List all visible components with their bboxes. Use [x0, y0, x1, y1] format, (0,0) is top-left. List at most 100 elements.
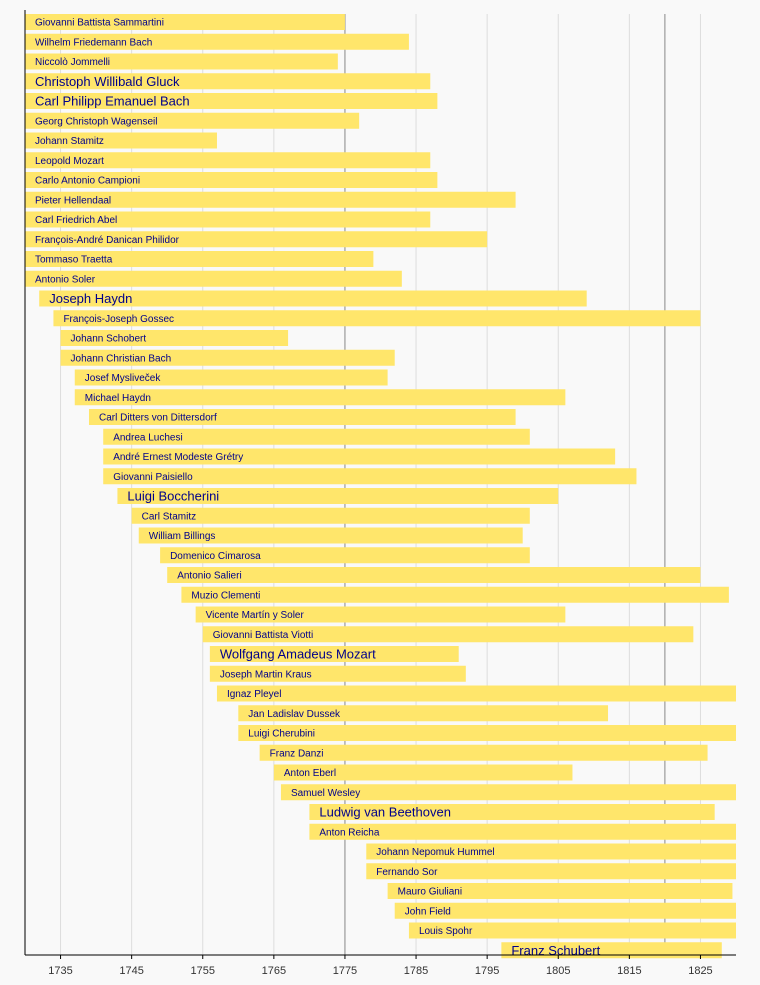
composer-label: Johann Christian Bach — [71, 353, 172, 364]
x-tick-label: 1745 — [119, 965, 143, 977]
composer-label: Johann Nepomuk Hummel — [376, 847, 494, 858]
lifespan-bar — [25, 93, 438, 109]
composer-row: John Field — [394, 902, 736, 919]
composer-row: Carlo Antonio Campioni — [25, 172, 438, 188]
x-tick-label: 1735 — [48, 965, 72, 977]
composer-row: Wilhelm Friedemann Bach — [25, 33, 409, 50]
composer-row: Christoph Willibald Gluck — [25, 73, 431, 90]
composer-label: François-Joseph Gossec — [63, 314, 174, 325]
lifespan-bar — [366, 843, 736, 860]
composer-label: Tommaso Traetta — [35, 255, 113, 266]
lifespan-bar — [25, 152, 431, 169]
composer-label: Carl Ditters von Dittersdorf — [99, 413, 217, 424]
x-tick-label: 1775 — [333, 965, 357, 977]
composer-row: Michael Haydn — [74, 389, 566, 406]
composer-label: André Ernest Modeste Grétry — [113, 452, 243, 463]
lifespan-bar — [408, 922, 736, 939]
lifespan-bar — [103, 428, 530, 445]
composer-row: François-André Danican Philidor — [25, 231, 488, 248]
composer-label: Wolfgang Amadeus Mozart — [220, 647, 376, 662]
composer-row: Niccolò Jommelli — [25, 53, 338, 70]
composer-label: Vicente Martín y Soler — [206, 610, 305, 621]
composer-label: Anton Eberl — [284, 768, 336, 779]
composer-row: Ignaz Pleyel — [216, 685, 737, 702]
composer-bars: Giovanni Battista Sammartini Wilhelm Frie… — [25, 14, 737, 959]
composer-row: Louis Spohr — [408, 922, 736, 939]
composer-label: Carl Friedrich Abel — [35, 215, 117, 226]
lifespan-bar — [60, 330, 289, 346]
composer-row: Luigi Cherubini — [238, 725, 737, 741]
composer-row: Samuel Wesley — [280, 784, 736, 801]
composer-label: Michael Haydn — [85, 393, 151, 404]
lifespan-bar — [117, 488, 559, 504]
composer-label: Jan Ladislav Dussek — [248, 709, 341, 720]
x-axis: 1735 1745 1755 1765 1775 1785 1795 1805 1815 1825 — [24, 10, 736, 977]
composer-label: Niccolò Jommelli — [35, 57, 110, 68]
composer-label: Domenico Cimarosa — [170, 551, 261, 562]
x-tick-label: 1785 — [404, 965, 428, 977]
lifespan-bar — [74, 389, 566, 406]
lifespan-bar — [238, 705, 609, 722]
composer-row: Joseph Martin Kraus — [209, 665, 466, 682]
lifespan-bar — [25, 231, 488, 248]
lifespan-bar — [259, 744, 708, 761]
lifespan-bar — [39, 290, 587, 307]
composer-row: Franz Schubert — [501, 942, 722, 959]
composer-row: Jan Ladislav Dussek — [238, 705, 609, 722]
composer-row: Johann Schobert — [60, 330, 289, 346]
composer-label: Wilhelm Friedemann Bach — [35, 37, 152, 48]
composer-row: Carl Philipp Emanuel Bach — [25, 93, 438, 109]
lifespan-bar — [309, 804, 715, 820]
lifespan-bar — [25, 270, 402, 287]
lifespan-bar — [160, 547, 530, 564]
lifespan-bar — [238, 725, 737, 741]
composer-label: Luigi Boccherini — [127, 489, 219, 504]
composer-label: Johann Stamitz — [35, 136, 104, 147]
lifespan-bar — [25, 53, 338, 70]
composer-row: Andrea Luchesi — [103, 428, 530, 445]
composer-label: Samuel Wesley — [291, 788, 360, 799]
composer-row: Leopold Mozart — [25, 152, 431, 169]
x-tick-label: 1755 — [191, 965, 215, 977]
lifespan-bar — [309, 823, 736, 840]
composer-label: Georg Christoph Wagenseil — [35, 116, 157, 127]
composer-label: Antonio Salieri — [177, 571, 241, 582]
composer-row: Luigi Boccherini — [117, 488, 559, 504]
composer-label: Muzio Clementi — [191, 590, 260, 601]
composer-label: Joseph Martin Kraus — [220, 669, 312, 680]
composer-row: Franz Danzi — [259, 744, 708, 761]
composer-row: Anton Eberl — [273, 764, 573, 781]
composer-row: Antonio Soler — [25, 270, 402, 287]
composer-label: Andrea Luchesi — [113, 432, 182, 443]
lifespan-bar — [25, 33, 409, 50]
composer-label: Christoph Willibald Gluck — [35, 74, 180, 89]
lifespan-bar — [103, 468, 637, 485]
lifespan-bar — [131, 507, 530, 524]
composer-label: Pieter Hellendaal — [35, 195, 111, 206]
composer-label: Carl Philipp Emanuel Bach — [35, 94, 190, 109]
x-tick-label: 1765 — [262, 965, 286, 977]
lifespan-bar — [25, 132, 217, 149]
lifespan-bar — [88, 409, 516, 425]
lifespan-bar — [195, 606, 566, 623]
lifespan-bar — [53, 310, 701, 327]
composer-row: Ludwig van Beethoven — [309, 804, 715, 820]
composer-row: Mauro Giuliani — [387, 883, 733, 899]
lifespan-bar — [25, 14, 345, 30]
lifespan-bar — [25, 191, 516, 208]
composer-row: Josef Mysliveček — [74, 369, 388, 386]
lifespan-bar — [202, 626, 694, 643]
composer-label: Giovanni Battista Viotti — [213, 630, 313, 641]
composer-label: Carl Stamitz — [142, 511, 196, 522]
composer-row: Carl Friedrich Abel — [25, 211, 431, 228]
lifespan-bar — [501, 942, 722, 959]
composer-label: Fernando Sor — [376, 867, 438, 878]
composer-row: Johann Christian Bach — [60, 349, 395, 366]
composer-label: Ignaz Pleyel — [227, 689, 281, 700]
composer-label: François-André Danican Philidor — [35, 235, 180, 246]
composer-label: Joseph Haydn — [49, 291, 132, 306]
composer-row: Anton Reicha — [309, 823, 736, 840]
lifespan-bar — [25, 211, 431, 228]
composer-row: Giovanni Battista Viotti — [202, 626, 694, 643]
composer-row: Wolfgang Amadeus Mozart — [209, 646, 459, 662]
